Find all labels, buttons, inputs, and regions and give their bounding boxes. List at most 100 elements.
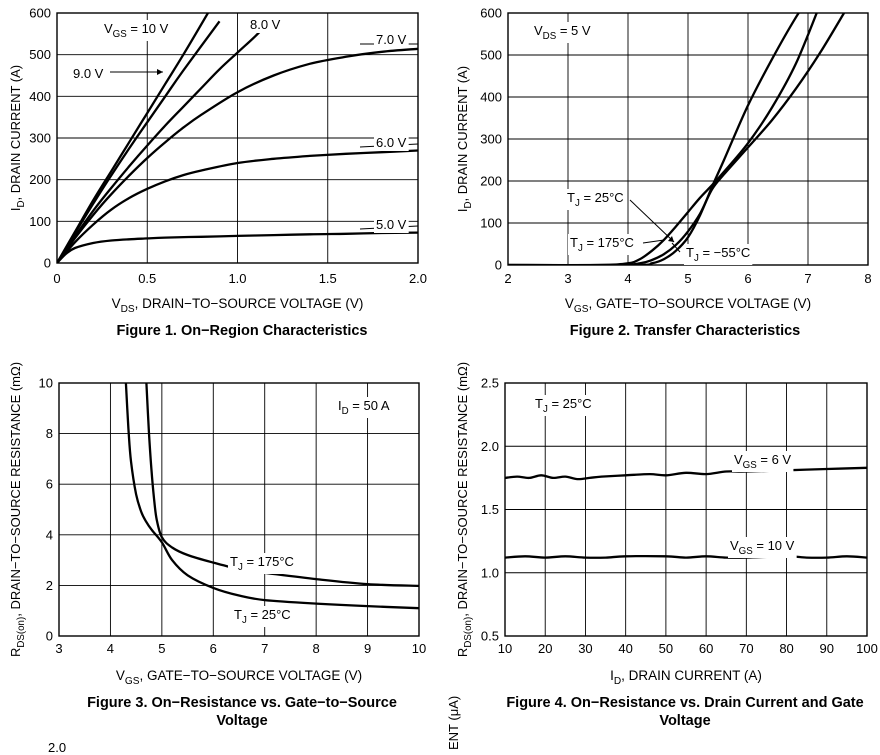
y-tick-label: 0.5 bbox=[481, 629, 499, 644]
y-tick-label: 2.0 bbox=[481, 439, 499, 454]
series-line bbox=[57, 20, 221, 263]
x-tick-label: 10 bbox=[412, 641, 426, 656]
series-line bbox=[57, 231, 418, 263]
x-tick-label: 5 bbox=[158, 641, 165, 656]
y-tick-label: 1.5 bbox=[481, 502, 499, 517]
leader-arrowhead bbox=[157, 69, 163, 75]
figure-1: 0 0.5 1.0 1.5 2.0 0 100 200 300 400 500 600 VDS, DRA… bbox=[8, 6, 427, 316]
y-tick-label: 600 bbox=[29, 6, 51, 21]
y-tick-label: 1.0 bbox=[481, 565, 499, 580]
y-tick-label: 2 bbox=[46, 578, 53, 593]
x-tick-label: 50 bbox=[659, 641, 673, 656]
series-line bbox=[145, 383, 419, 588]
y-axis-label: ID, DRAIN CURRENT (A) bbox=[8, 65, 27, 211]
figure-4-caption: Figure 4. On−Resistance vs. Drain Curren… bbox=[506, 695, 864, 729]
next-figure-tick-fragment: 2.0 bbox=[48, 740, 67, 755]
y-tick-label: 100 bbox=[29, 214, 51, 229]
x-tick-label: 4 bbox=[624, 271, 631, 286]
annotation-label: TJ = 25°C bbox=[234, 607, 291, 626]
y-tick-label: 400 bbox=[29, 89, 51, 104]
x-tick-label: 0.5 bbox=[138, 271, 156, 286]
x-tick-label: 6 bbox=[744, 271, 751, 286]
y-tick-label: 200 bbox=[29, 172, 51, 187]
y-tick-label: 200 bbox=[480, 174, 502, 189]
x-tick-label: 9 bbox=[364, 641, 371, 656]
y-tick-label: 0 bbox=[46, 629, 53, 644]
x-tick-label: 60 bbox=[699, 641, 713, 656]
annotation-label: 9.0 V bbox=[73, 66, 104, 81]
y-tick-label: 500 bbox=[29, 47, 51, 62]
annotation-label: 7.0 V bbox=[376, 32, 407, 47]
y-tick-label: 10 bbox=[39, 376, 53, 391]
x-tick-label: 30 bbox=[578, 641, 592, 656]
annotation-backing bbox=[684, 244, 753, 265]
annotation-backing bbox=[728, 537, 797, 558]
figure-3: 3 4 5 6 7 8 9 10 0 2 4 6 8 10 VGS, GATE−TO−SOURCE VOLT… bbox=[8, 362, 426, 687]
annotation-label: VGS = 6 V bbox=[734, 452, 791, 471]
series-line bbox=[505, 466, 867, 481]
x-tick-label: 6 bbox=[210, 641, 217, 656]
x-tick-label: 2 bbox=[504, 271, 511, 286]
y-tick-label: 6 bbox=[46, 477, 53, 492]
figure-3-caption: Figure 3. On−Resistance vs. Gate−to−Sour… bbox=[87, 695, 397, 729]
annotation-label: 6.0 V bbox=[376, 135, 407, 150]
x-tick-label: 3 bbox=[55, 641, 62, 656]
y-axis-label: ID, DRAIN CURRENT (A) bbox=[455, 66, 474, 212]
figure-2: 2 3 4 5 6 7 8 0 100 200 300 400 500 600 VGS, GATE−TO−S… bbox=[455, 6, 872, 316]
annotation-backing bbox=[71, 65, 106, 82]
leader-arrowhead bbox=[668, 236, 674, 242]
annotation-label: 8.0 V bbox=[250, 17, 281, 32]
series-line bbox=[57, 149, 418, 263]
figure-1-caption: Figure 1. On−Region Characteristics bbox=[116, 323, 368, 339]
x-tick-label: 70 bbox=[739, 641, 753, 656]
annotation-backing bbox=[228, 553, 296, 574]
y-tick-label: 8 bbox=[46, 426, 53, 441]
x-axis-label: VDS, DRAIN−TO−SOURCE VOLTAGE (V) bbox=[112, 296, 364, 315]
annotation-backing bbox=[565, 189, 626, 210]
y-tick-label: 0 bbox=[44, 256, 51, 271]
annotation-label: VGS = 10 V bbox=[104, 21, 169, 40]
annotation-backing bbox=[102, 20, 171, 41]
y-tick-label: 100 bbox=[480, 216, 502, 231]
x-tick-label: 1.5 bbox=[319, 271, 337, 286]
x-axis-label: VGS, GATE−TO−SOURCE VOLTAGE (V) bbox=[565, 296, 811, 315]
x-tick-label: 90 bbox=[820, 641, 834, 656]
leader-line bbox=[671, 242, 681, 253]
x-tick-label: 80 bbox=[779, 641, 793, 656]
annotation-backing bbox=[374, 31, 409, 48]
annotation-label: VGS = 10 V bbox=[730, 538, 795, 557]
x-tick-label: 8 bbox=[313, 641, 320, 656]
plot-frame bbox=[56, 12, 419, 264]
figure-2-caption: Figure 2. Transfer Characteristics bbox=[569, 323, 801, 339]
gridlines bbox=[507, 12, 869, 266]
annotation-backing bbox=[232, 606, 293, 627]
x-tick-label: 40 bbox=[618, 641, 632, 656]
y-tick-label: 4 bbox=[46, 527, 53, 542]
x-tick-label: 20 bbox=[538, 641, 552, 656]
x-tick-label: 10 bbox=[498, 641, 512, 656]
annotation-backing bbox=[374, 134, 409, 151]
x-tick-label: 4 bbox=[107, 641, 114, 656]
annotation-backing bbox=[568, 234, 636, 255]
annotation-backing bbox=[533, 395, 594, 416]
leader-line bbox=[642, 239, 665, 244]
series-line bbox=[124, 383, 419, 610]
annotation-backing bbox=[336, 397, 392, 418]
series-line bbox=[57, 16, 275, 263]
annotation-backing bbox=[732, 451, 794, 472]
figure-4: 10 20 30 40 50 60 70 80 90 100 0.5 1.0 1.5 2.0 2.5 ID, … bbox=[455, 362, 878, 687]
x-tick-label: 3 bbox=[564, 271, 571, 286]
plot-frame bbox=[58, 382, 420, 637]
x-tick-label: 0 bbox=[53, 271, 60, 286]
annotation-label: TJ = 25°C bbox=[535, 396, 592, 415]
annotation-label: TJ = 175°C bbox=[230, 554, 294, 573]
x-tick-label: 100 bbox=[856, 641, 878, 656]
y-tick-label: 600 bbox=[480, 6, 502, 21]
y-tick-label: 2.5 bbox=[481, 376, 499, 391]
x-tick-label: 8 bbox=[864, 271, 871, 286]
annotation-backing bbox=[532, 22, 593, 43]
series-line bbox=[57, 47, 418, 263]
x-tick-label: 7 bbox=[804, 271, 811, 286]
series-line bbox=[508, 13, 801, 265]
